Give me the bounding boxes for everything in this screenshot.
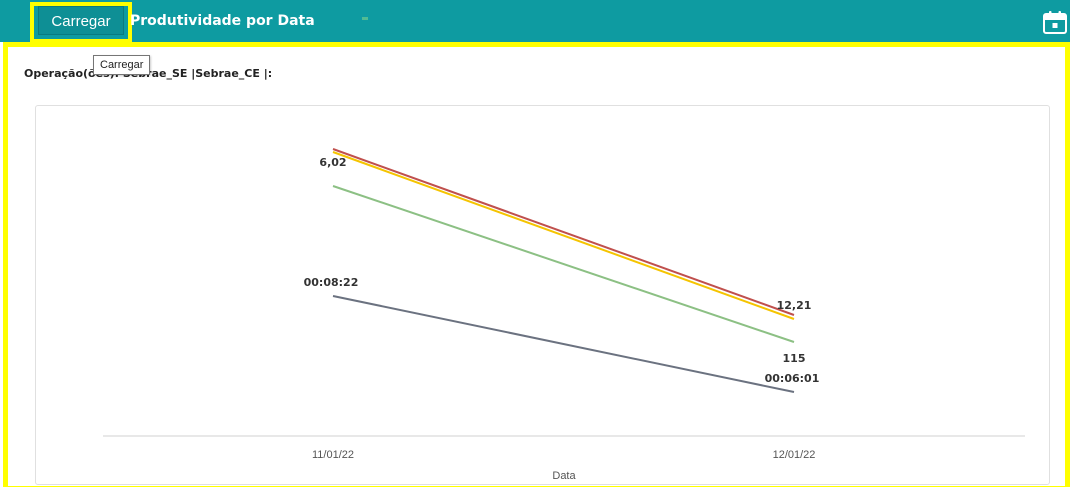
data-label: 6,02 [319, 156, 346, 169]
chart-panel: 6,02 12,21 115 00:08:22 00:06:01 11/01/22 12… [35, 105, 1050, 485]
data-label: 12,21 [777, 299, 812, 312]
page-title: Produtividade por Data [130, 13, 315, 29]
load-button-highlight [30, 2, 132, 43]
x-tick-label: 12/01/22 [773, 449, 816, 461]
series-line [332, 151, 795, 320]
series-line [332, 295, 795, 393]
load-button[interactable]: Carregar [38, 6, 124, 35]
data-label: 115 [783, 352, 806, 365]
series-line [332, 185, 795, 343]
data-label: 00:06:01 [765, 372, 820, 385]
data-label: 00:08:22 [304, 276, 359, 289]
productivity-line-chart: 6,02 12,21 115 00:08:22 00:06:01 11/01/22 12… [103, 148, 1025, 482]
series-line [332, 148, 795, 316]
x-axis-title: Data [552, 470, 576, 482]
decorative-mark [362, 17, 368, 20]
x-tick-label: 11/01/22 [312, 449, 354, 461]
load-button-tooltip: Carregar [93, 55, 151, 75]
calendar-icon[interactable] [1042, 9, 1068, 35]
top-bar [0, 0, 1070, 42]
